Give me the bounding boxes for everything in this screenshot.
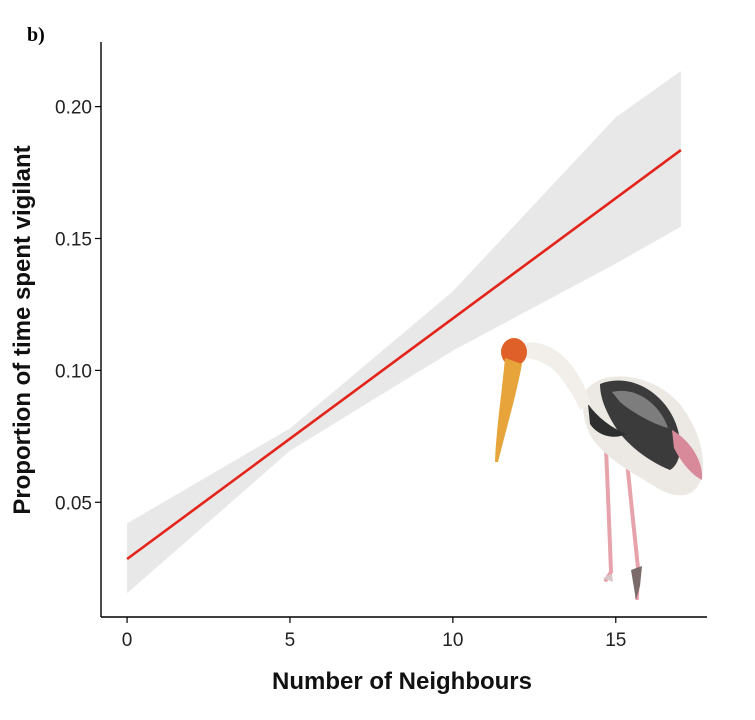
x-tick-label: 10: [442, 630, 463, 651]
confidence-band-layer: [127, 71, 681, 594]
x-tick-label: 15: [605, 630, 626, 651]
fitted-line: [126, 149, 682, 561]
x-tick-label: 5: [285, 630, 296, 651]
stork-beak: [495, 358, 522, 462]
confidence-band: [127, 71, 681, 594]
tick-layer: 0.05 0.10 0.15 0.20 0 5 10 15: [55, 98, 626, 651]
panel-label: b): [27, 24, 45, 46]
y-tick-label: 0.10: [55, 361, 92, 382]
y-tick-label: 0.05: [55, 493, 92, 514]
stork-tail-pink: [672, 430, 703, 480]
y-tick-label: 0.15: [55, 230, 92, 251]
painted-stork-image: [495, 338, 704, 600]
stork-breast-band: [588, 404, 626, 437]
y-tick-label: 0.20: [55, 98, 92, 119]
stork-wing: [600, 380, 681, 470]
stork-foot-left: [603, 574, 613, 582]
fitted-line-layer: [126, 149, 682, 561]
stork-foot-right: [631, 566, 642, 600]
x-axis-title: Number of Neighbours: [272, 668, 532, 695]
stork-neck: [520, 342, 590, 410]
x-tick-label: 0: [122, 630, 133, 651]
stork-leg-left: [604, 446, 614, 582]
stork-wing-highlight: [612, 390, 668, 428]
y-axis-title: Proportion of time spent vigilant: [9, 145, 36, 514]
